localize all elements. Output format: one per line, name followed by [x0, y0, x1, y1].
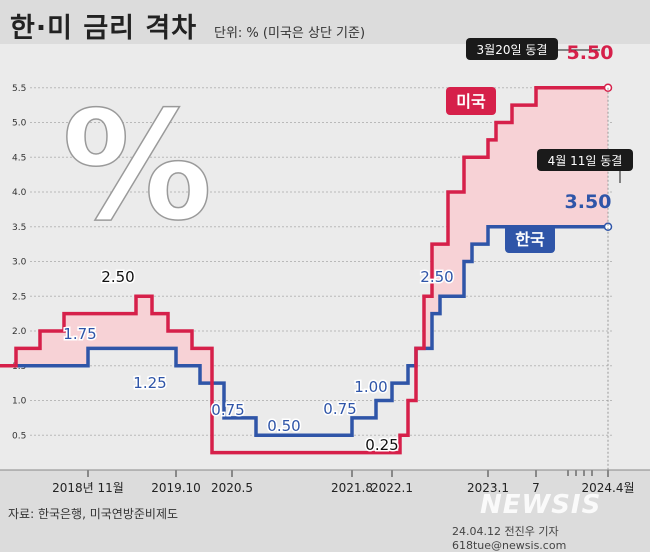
gap-area — [120, 313, 136, 349]
data-label: 1.75 — [63, 325, 96, 343]
y-tick-label: 2.5 — [12, 292, 26, 302]
x-tick-label: 2019.10 — [151, 481, 201, 495]
legend-korea: 한국 — [505, 225, 555, 253]
gap-area — [440, 244, 448, 297]
y-tick-label: 0.5 — [12, 431, 26, 441]
x-tick-label: 2022.1 — [371, 481, 413, 495]
us-end-value: 5.50 — [567, 42, 614, 64]
y-tick-label: 3.5 — [12, 223, 26, 233]
data-label: 2.50 — [420, 268, 453, 286]
gap-area — [504, 122, 512, 227]
data-label: 1.25 — [133, 374, 166, 392]
watermark-logo: NEWSIS — [480, 490, 602, 520]
korea-note-box — [537, 149, 633, 171]
gap-area — [192, 348, 200, 366]
data-label: 0.25 — [365, 436, 398, 454]
source-note: 자료: 한국은행, 미국연방준비제도 — [8, 507, 179, 521]
us-rate-line — [0, 86, 608, 455]
gap-area — [496, 122, 504, 227]
x-tick-label: 2021.8 — [331, 481, 373, 495]
x-tick-label: 2018년 11월 — [52, 481, 124, 495]
legend-box — [505, 225, 555, 253]
gap-area — [152, 313, 168, 349]
gap-area — [488, 139, 496, 227]
legend-label: 미국 — [456, 92, 486, 111]
data-label: 0.50 — [267, 417, 300, 435]
gap-area — [512, 105, 536, 227]
credit-line: 24.04.12 전진우 기자 618tue@newsis.com — [452, 525, 567, 552]
legend-us: 미국 — [446, 87, 496, 115]
gap-area — [168, 331, 176, 349]
gap-area — [200, 348, 208, 384]
korea-end-value: 3.50 — [565, 191, 612, 213]
legend-box — [446, 87, 496, 115]
y-tick-label: 3.0 — [12, 258, 27, 268]
unit-note: 단위: % (미국은 상단 기준) — [214, 26, 366, 41]
y-tick-label: 4.5 — [12, 153, 26, 163]
korea-rate-line — [0, 225, 608, 437]
legend-label: 한국 — [515, 230, 545, 249]
y-tick-label: 5.0 — [12, 119, 27, 129]
gap-area — [64, 313, 88, 366]
gap-area — [208, 348, 212, 384]
data-label: 0.75 — [211, 401, 244, 419]
gap-area — [136, 296, 152, 349]
x-tick-label: 2020.5 — [211, 481, 253, 495]
data-label: 1.00 — [354, 378, 387, 396]
gap-area — [424, 296, 432, 349]
gap-area — [448, 192, 456, 297]
korea-end-point — [603, 222, 613, 231]
gap-area — [16, 348, 40, 366]
korea-note-text: 4월 11일 동결 — [548, 154, 623, 168]
gap-area — [432, 244, 440, 314]
us-note-box — [466, 38, 558, 60]
gap-area — [472, 157, 488, 245]
y-tick-label: 2.0 — [12, 327, 27, 337]
data-label: 0.75 — [323, 400, 356, 418]
page-title: 한·미 금리 격차 — [10, 13, 198, 44]
y-tick-label: 5.5 — [12, 84, 26, 94]
gap-area — [456, 192, 464, 297]
data-label: 2.50 — [101, 268, 134, 286]
y-tick-label: 4.0 — [12, 188, 27, 198]
x-tick-label: 2024.4월 — [581, 481, 634, 495]
y-tick-label: 1.0 — [12, 397, 27, 407]
x-tick-label: 7 — [532, 481, 540, 495]
gap-area — [40, 331, 64, 366]
x-tick-label: 2023.1 — [467, 481, 509, 495]
gap-area — [88, 313, 120, 349]
gap-area — [176, 331, 192, 366]
us-note-text: 3월20일 동결 — [477, 43, 548, 57]
gap-area — [464, 157, 472, 262]
percent-icon: % — [62, 80, 212, 254]
